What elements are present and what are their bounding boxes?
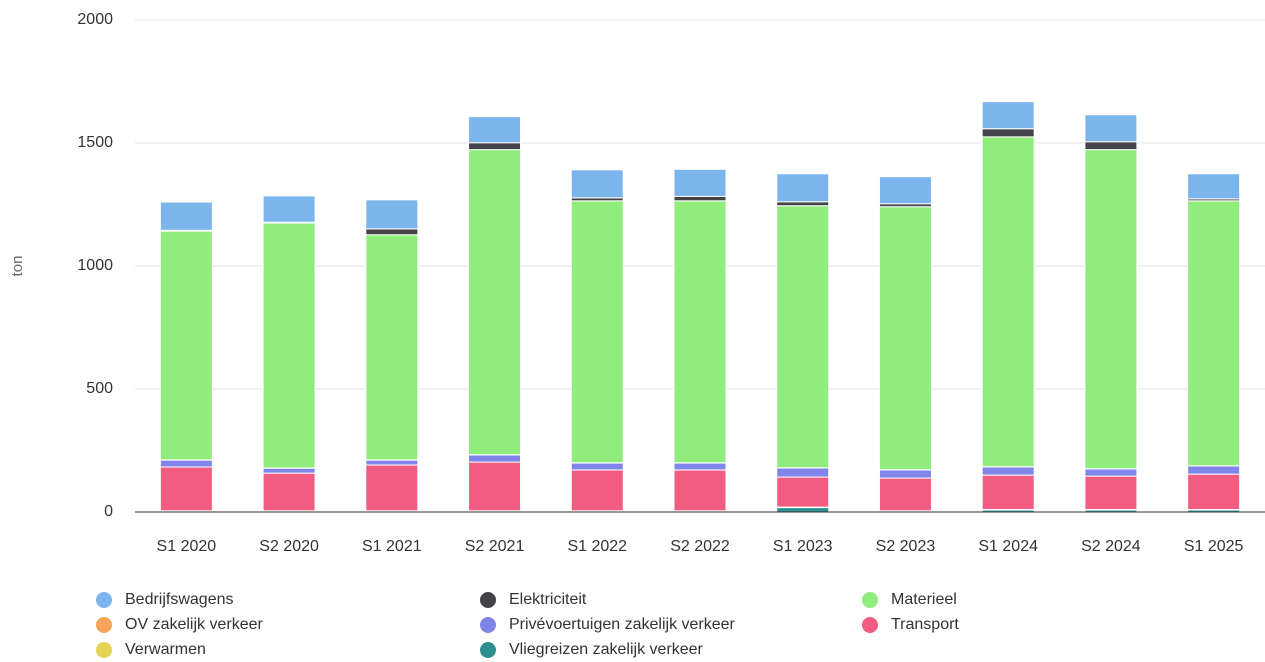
bar-segment xyxy=(570,462,624,471)
x-tick-label: S2 2024 xyxy=(1081,538,1141,555)
bar-segment xyxy=(673,469,727,512)
legend-marker xyxy=(96,617,112,633)
legend-label: Bedrijfswagens xyxy=(125,591,234,608)
legend-marker xyxy=(480,642,496,658)
bar-segment xyxy=(878,176,932,205)
bar-segment xyxy=(262,195,316,223)
bar-segment xyxy=(365,464,419,512)
x-tick-label: S1 2021 xyxy=(362,538,422,555)
bar-segment xyxy=(468,149,522,456)
x-tick-label: S1 2025 xyxy=(1184,538,1244,555)
bar-segment xyxy=(981,474,1035,511)
bar-segment xyxy=(1187,465,1241,475)
bar-segment xyxy=(673,200,727,464)
bar-segment xyxy=(159,201,213,231)
bar-segment xyxy=(776,205,830,469)
bar-segment xyxy=(468,461,522,512)
bar-segment xyxy=(878,477,932,512)
x-tick-label: S2 2021 xyxy=(465,538,525,555)
y-tick-label: 2000 xyxy=(77,11,113,28)
bar-segment xyxy=(1084,114,1138,143)
legend-label: Transport xyxy=(891,616,959,633)
bar-segment xyxy=(468,116,522,144)
bar-segment xyxy=(673,462,727,471)
bar-segment xyxy=(468,454,522,463)
x-tick-label: S2 2022 xyxy=(670,538,730,555)
bar-segment xyxy=(365,199,419,230)
bar-segment xyxy=(159,459,213,468)
y-tick-label: 0 xyxy=(104,503,113,520)
x-tick-label: S1 2020 xyxy=(157,538,217,555)
y-tick-label: 1000 xyxy=(77,257,113,274)
legend-marker xyxy=(96,642,112,658)
bar-segment xyxy=(159,230,213,461)
bar-segment xyxy=(570,200,624,464)
bar-segment xyxy=(1084,149,1138,470)
legend-label: Vliegreizen zakelijk verkeer xyxy=(509,641,704,658)
x-tick-label: S1 2023 xyxy=(773,538,833,555)
y-axis-label: ton xyxy=(9,256,26,277)
bar-segment xyxy=(776,476,830,508)
bar-segment xyxy=(981,128,1035,138)
x-tick-label: S2 2020 xyxy=(259,538,319,555)
bar-segment xyxy=(1187,173,1241,200)
bar-segment xyxy=(365,234,419,461)
bar-segment xyxy=(159,466,213,512)
bar-segment xyxy=(981,101,1035,130)
legend-marker xyxy=(862,592,878,608)
bar-segment xyxy=(776,507,830,513)
bar-segment xyxy=(1187,473,1241,511)
bar-segment xyxy=(1084,468,1138,477)
bar-segment xyxy=(468,142,522,151)
bar-segment xyxy=(1187,200,1241,467)
bar-segment xyxy=(262,222,316,469)
x-tick-label: S1 2022 xyxy=(567,538,627,555)
bar-segment xyxy=(981,466,1035,476)
bar-segment xyxy=(776,201,830,207)
bar-segment xyxy=(570,169,624,199)
bar-segment xyxy=(570,469,624,512)
y-tick-label: 1500 xyxy=(77,134,113,151)
bar-segment xyxy=(365,228,419,236)
legend-label: Verwarmen xyxy=(125,641,206,658)
x-tick-label: S1 2024 xyxy=(978,538,1038,555)
bar-segment xyxy=(1084,141,1138,151)
bar-segment xyxy=(673,168,727,197)
legend-marker xyxy=(480,592,496,608)
x-tick-label: S2 2023 xyxy=(876,538,936,555)
bar-segment xyxy=(1084,475,1138,511)
bar-segment xyxy=(981,136,1035,468)
y-tick-label: 500 xyxy=(86,380,113,397)
bar-segment xyxy=(878,469,932,479)
bar-segment xyxy=(365,459,419,466)
bar-segment xyxy=(262,467,316,474)
bar-segment xyxy=(776,467,830,478)
bar-segment xyxy=(673,195,727,202)
legend-marker xyxy=(96,592,112,608)
legend-marker xyxy=(862,617,878,633)
legend-label: Elektriciteit xyxy=(509,591,587,608)
bar-segment xyxy=(262,472,316,512)
legend-marker xyxy=(480,617,496,633)
legend-label: Materieel xyxy=(891,591,957,608)
bar-segment xyxy=(878,206,932,471)
legend-label: OV zakelijk verkeer xyxy=(125,616,263,633)
bar-segment xyxy=(776,173,830,203)
legend-label: Privévoertuigen zakelijk verkeer xyxy=(509,616,736,633)
